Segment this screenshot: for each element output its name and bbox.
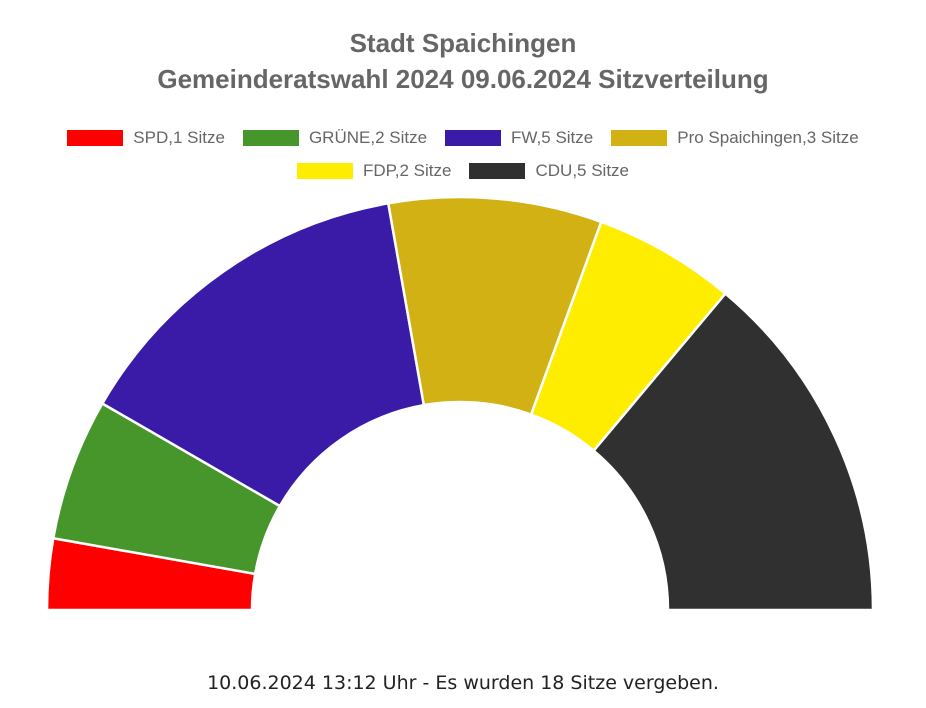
- legend-label-fw: FW,5 Sitze: [511, 128, 594, 147]
- legend-label-gruene: GRÜNE,2 Sitze: [308, 128, 428, 147]
- legend-label-pro-spaichingen: Pro Spaichingen,3 Sitze: [677, 128, 859, 147]
- legend-item-cdu[interactable]: CDU,5 Sitze: [469, 161, 629, 181]
- chart-subtitle: Gemeinderatswahl 2024 09.06.2024 Sitzver…: [157, 64, 769, 94]
- legend-item-fdp[interactable]: FDP,2 Sitze: [296, 161, 452, 181]
- legend-row-1: SPD,1 Sitze GRÜNE,2 Sitze FW,5 Sitze Pro…: [0, 128, 926, 148]
- legend-item-gruene[interactable]: GRÜNE,2 Sitze: [242, 128, 428, 148]
- legend-label-fdp: FDP,2 Sitze: [362, 161, 452, 180]
- chart-title: Stadt Spaichingen: [349, 28, 577, 58]
- legend-label-cdu: CDU,5 Sitze: [535, 161, 630, 180]
- seat-segment-cdu[interactable]: [592, 292, 875, 612]
- legend-swatch-cdu: [469, 163, 526, 179]
- legend-row-2: FDP,2 Sitze CDU,5 Sitze: [0, 161, 926, 181]
- seat-segment-fw[interactable]: [101, 202, 426, 508]
- legend-item-fw[interactable]: FW,5 Sitze: [445, 128, 593, 148]
- legend-swatch-fw: [445, 130, 502, 146]
- legend-label-spd: SPD,1 Sitze: [133, 128, 225, 147]
- legend-item-spd[interactable]: SPD,1 Sitze: [67, 128, 225, 148]
- legend-item-pro-spaichingen[interactable]: Pro Spaichingen,3 Sitze: [611, 128, 859, 148]
- legend-swatch-pro-spaichingen: [611, 130, 668, 146]
- legend-swatch-gruene: [242, 130, 299, 146]
- legend-swatch-fdp: [296, 163, 353, 179]
- footer-status-text: 10.06.2024 13:12 Uhr - Es wurden 18 Sitz…: [207, 672, 719, 694]
- legend-swatch-spd: [67, 130, 124, 146]
